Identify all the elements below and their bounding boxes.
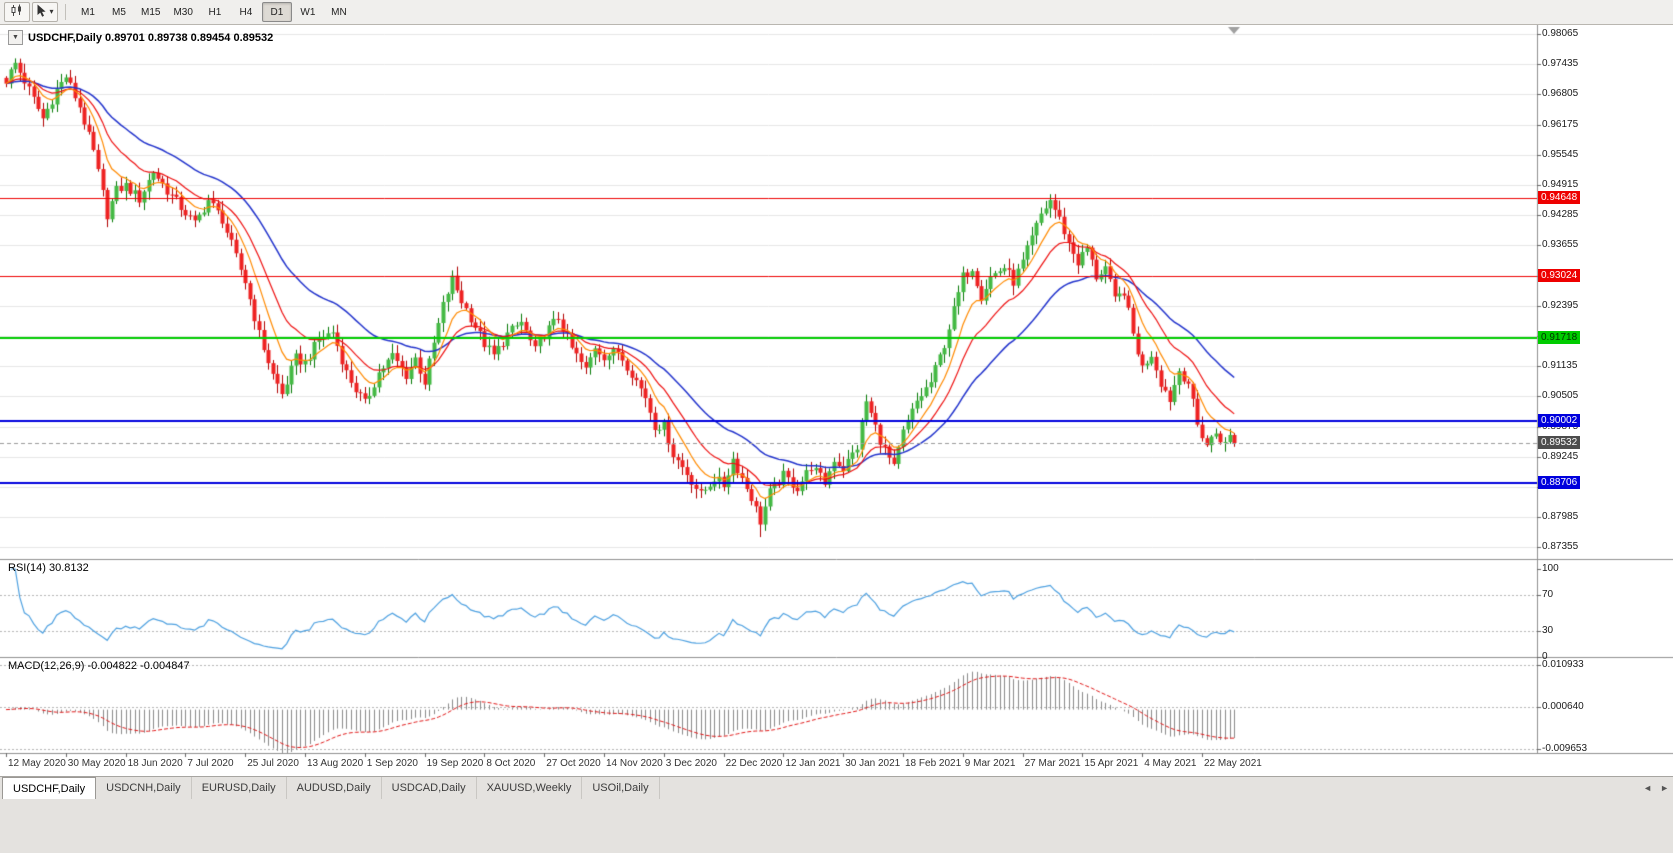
chart-area: ▼ USDCHF,Daily 0.89701 0.89738 0.89454 0… [0,25,1673,776]
timeframe-button-w1[interactable]: W1 [300,6,316,18]
status-area [0,799,1673,853]
triangle-down-icon: ▼ [12,34,19,41]
chart-type-button[interactable] [4,2,30,22]
timeframe-button-m15[interactable]: M15 [141,6,161,18]
tab-bar-spacer [660,777,1640,799]
timeframe-button-m30[interactable]: M30 [173,6,193,18]
chart-tab-eurusd[interactable]: EURUSD,Daily [192,777,287,799]
chart-tab-bar: USDCHF,Daily USDCNH,Daily EURUSD,Daily AUDU… [0,776,1673,799]
toolbar-separator [65,4,66,20]
one-click-trading-toggle[interactable]: ▼ [8,30,23,45]
chart-tab-audusd[interactable]: AUDUSD,Daily [287,777,382,799]
quote-text: USDCHF,Daily 0.89701 0.89738 0.89454 0.8… [28,31,274,44]
quote-line: ▼ USDCHF,Daily 0.89701 0.89738 0.89454 0… [8,30,273,45]
candlestick-chart-icon [10,4,24,20]
macd-label: MACD(12,26,9) -0.004822 -0.004847 [8,660,190,672]
timeframe-button-h1[interactable]: H1 [208,6,222,18]
rsi-label: RSI(14) 30.8132 [8,562,89,574]
timeframe-button-h4[interactable]: H4 [239,6,253,18]
cursor-tool-button[interactable]: ▾ [32,2,58,22]
cursor-icon [36,4,47,21]
chart-tab-usoil[interactable]: USOil,Daily [582,777,660,799]
chart-tab-usdcad[interactable]: USDCAD,Daily [382,777,477,799]
timeframe-button-mn[interactable]: MN [331,6,347,18]
chart-tab-xauusd[interactable]: XAUUSD,Weekly [477,777,583,799]
tab-scroll-left[interactable]: ◄ [1643,783,1653,793]
chart-canvas[interactable] [0,25,1673,776]
timeframe-button-d1[interactable]: D1 [261,2,292,22]
chart-tab-usdchf[interactable]: USDCHF,Daily [2,777,97,799]
timeframe-button-group: M1 M5 M15 M30 H1 H4 D1 W1 MN [73,2,354,22]
chevron-down-icon: ▾ [49,7,54,16]
tab-scroll-right[interactable]: ► [1660,783,1669,793]
timeframe-button-m1[interactable]: M1 [81,6,95,18]
chart-tab-usdcnh[interactable]: USDCNH,Daily [96,777,192,799]
toolbar: ▾ M1 M5 M15 M30 H1 H4 D1 W1 MN [0,0,1673,25]
timeframe-button-m5[interactable]: M5 [112,6,126,18]
